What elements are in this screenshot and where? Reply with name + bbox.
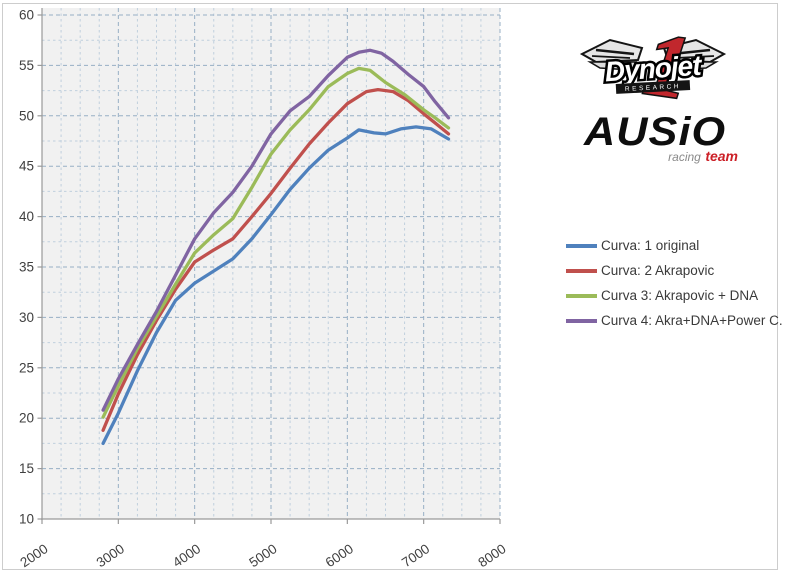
x-tick-label: 4000	[170, 541, 203, 570]
legend-swatch-1	[566, 243, 597, 248]
ausio-wordmark: AUSiO	[584, 110, 727, 154]
x-tick-label: 8000	[475, 541, 508, 570]
y-tick-label: 30	[19, 310, 34, 325]
legend-item-4: Curva 4: Akra+DNA+Power C.	[566, 308, 783, 333]
research-banner: RESEARCH	[615, 80, 691, 94]
wing-left-icon	[579, 38, 644, 71]
x-tick-label: 3000	[94, 541, 127, 570]
legend-label-3: Curva 3: Akrapovic + DNA	[601, 288, 759, 303]
y-tick-label: 60	[19, 8, 34, 23]
ausio-subtitle: racing team	[668, 148, 738, 166]
ausio-racing-text: racing	[668, 150, 701, 164]
legend-item-2: Curva: 2 Akrapovic	[566, 258, 783, 283]
ausio-team-text: team	[705, 148, 738, 164]
legend-swatch-4	[566, 318, 597, 323]
legend-item-1: Curva: 1 original	[566, 233, 783, 258]
y-tick-label: 40	[19, 209, 34, 224]
y-tick-label: 10	[19, 512, 34, 527]
series-line-4	[101, 48, 451, 412]
wing-right-icon	[662, 38, 727, 71]
legend-label-1: Curva: 1 original	[601, 238, 700, 253]
dynojet-one-numeral: 1	[638, 14, 696, 108]
series-line-2	[101, 87, 451, 432]
y-tick-label: 55	[19, 58, 34, 73]
legend-item-3: Curva 3: Akrapovic + DNA	[566, 283, 783, 308]
dynojet-logo: 1 Dynojet RESEARCH	[578, 10, 728, 120]
research-banner-text: RESEARCH	[625, 83, 681, 93]
y-tick-label: 20	[19, 411, 34, 426]
series-line-1	[101, 125, 451, 446]
y-tick-label: 45	[19, 159, 34, 174]
legend-label-2: Curva: 2 Akrapovic	[601, 263, 715, 278]
y-tick-label: 50	[19, 108, 34, 123]
y-tick-label: 35	[19, 260, 34, 275]
x-tick-label: 5000	[246, 541, 279, 570]
series-line-3	[101, 66, 451, 419]
x-tick-label: 6000	[323, 541, 356, 570]
ausio-logo: AUSiO racing team	[584, 112, 744, 164]
y-tick-label: 25	[19, 360, 34, 375]
legend-swatch-3	[566, 293, 597, 298]
x-tick-label: 7000	[399, 541, 432, 570]
legend-label-4: Curva 4: Akra+DNA+Power C.	[601, 313, 783, 328]
legend-swatch-2	[566, 268, 597, 273]
x-tick-label: 2000	[17, 541, 50, 570]
y-tick-label: 15	[19, 461, 34, 476]
chart-legend: Curva: 1 original Curva: 2 Akrapovic Curva…	[566, 233, 783, 333]
dynojet-logo-graphic: 1 Dynojet RESEARCH	[579, 13, 727, 120]
